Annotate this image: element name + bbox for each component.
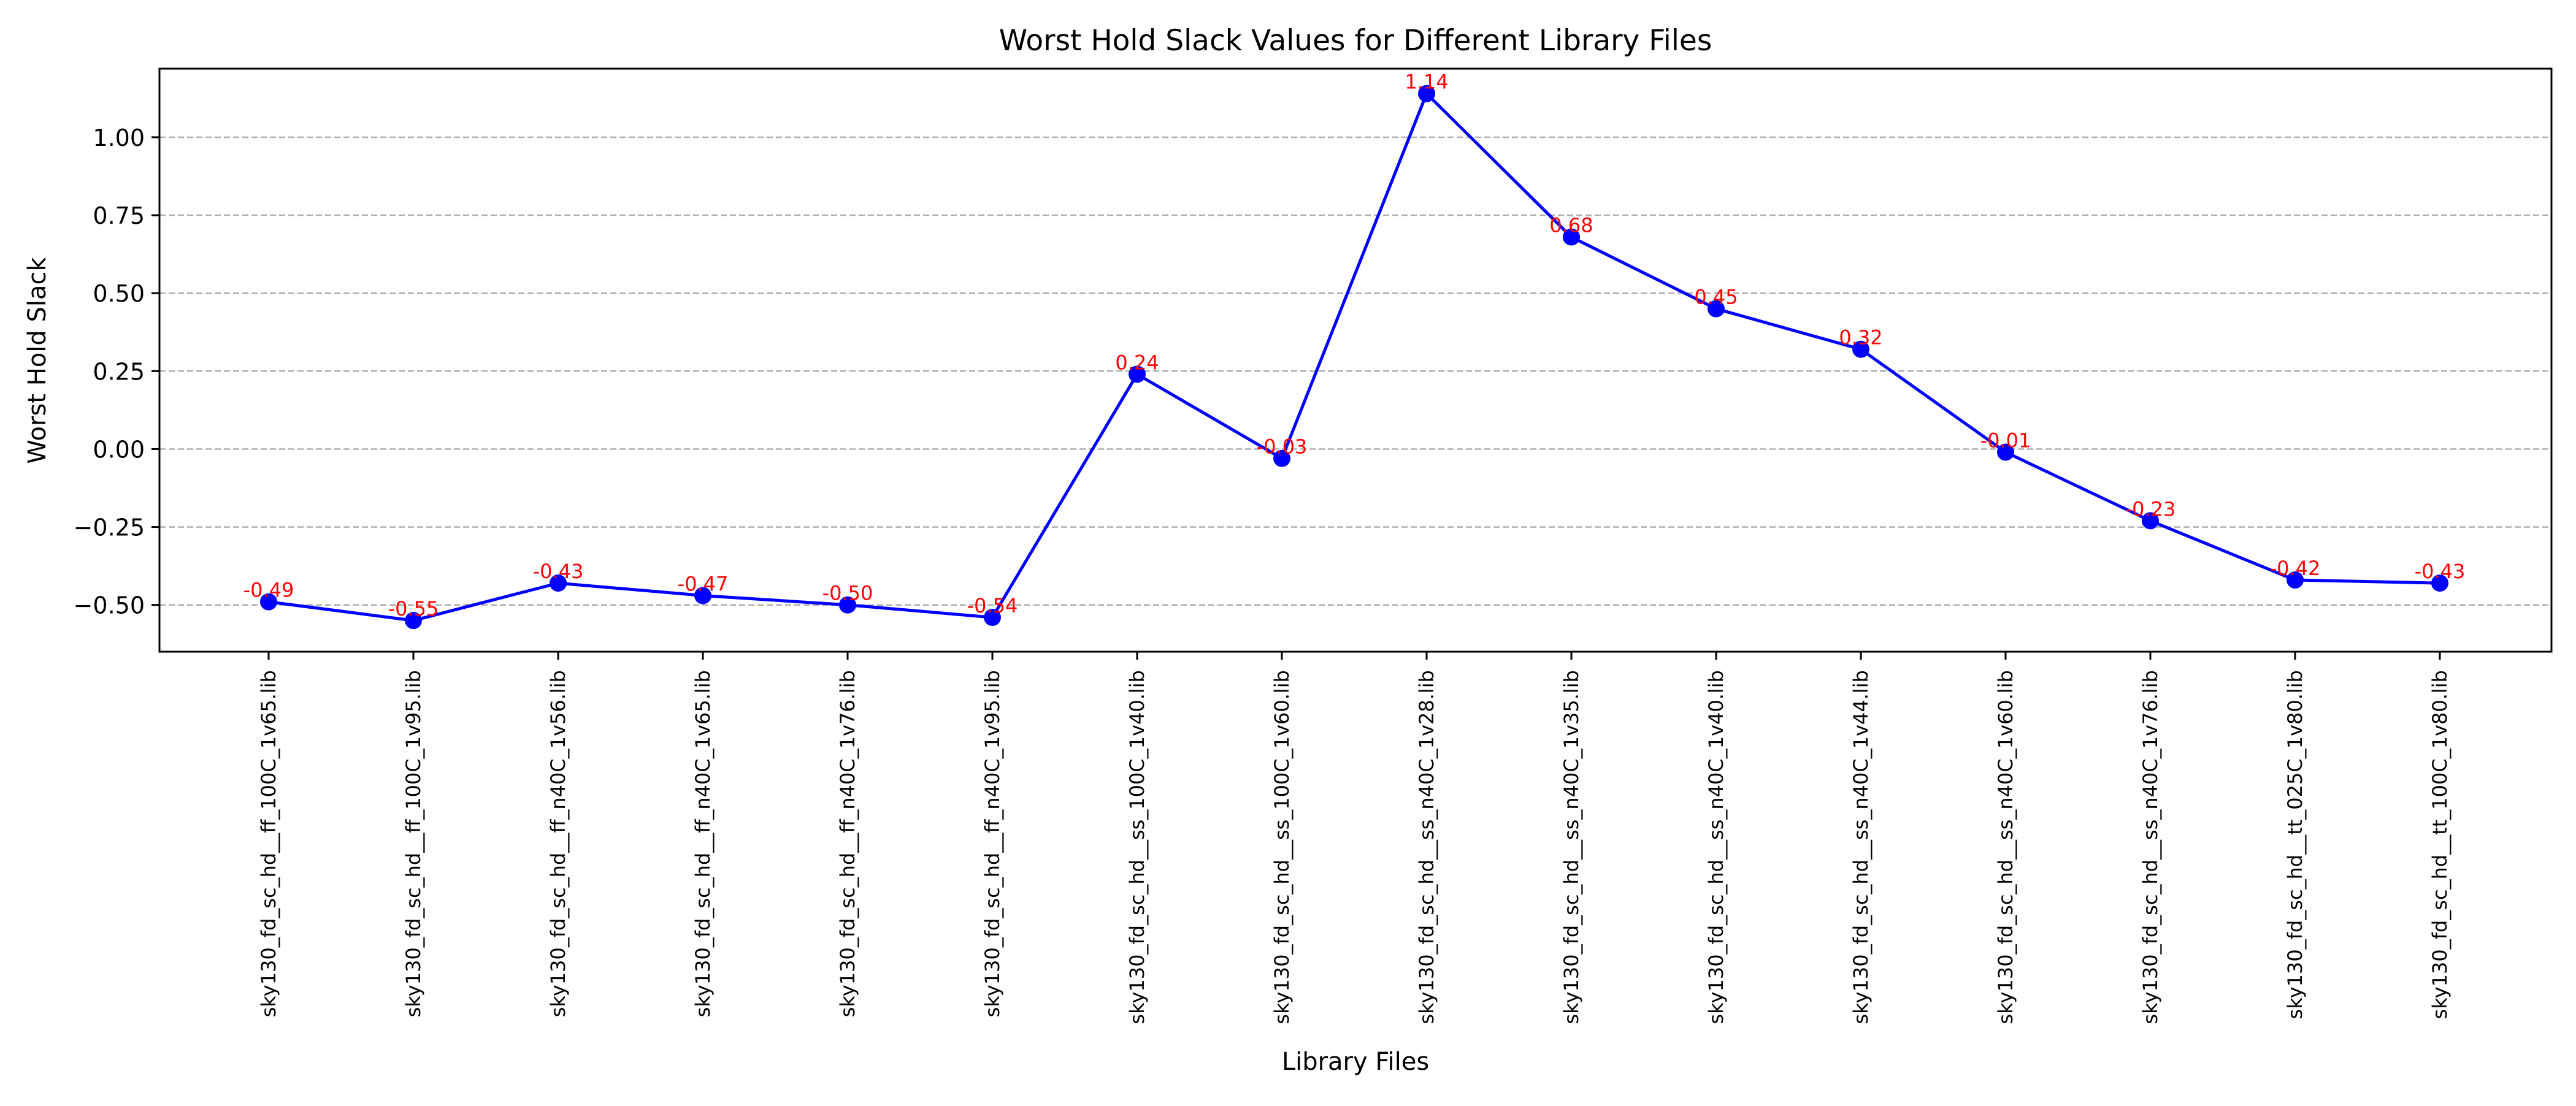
series-line [268,92,2440,622]
grid-lines [159,136,2551,606]
x-tick-label: sky130_fd_sc_hd__ff_100C_1v65.lib [257,670,280,1017]
y-tick-label: 1.00 [93,124,145,151]
data-label: -0.03 [1257,435,1308,459]
data-label: -0.47 [678,572,729,595]
x-tick-label: sky130_fd_sc_hd__ff_100C_1v95.lib [402,670,425,1017]
x-tick-label: sky130_fd_sc_hd__ss_100C_1v60.lib [1270,670,1294,1024]
data-point [1418,85,1435,102]
data-point [260,593,277,611]
y-tick-label: 0.50 [93,280,145,307]
x-tick-label: sky130_fd_sc_hd__ff_n40C_1v95.lib [981,670,1004,1017]
data-point [2431,574,2448,592]
x-axis: sky130_fd_sc_hd__ff_100C_1v65.lib sky130_… [257,652,2451,1024]
y-tick-label: 0.00 [93,436,145,463]
x-tick-label: sky130_fd_sc_hd__tt_100C_1v80.lib [2428,670,2451,1019]
y-axis-label: Worst Hold Slack [23,257,52,464]
chart-title: Worst Hold Slack Values for Different Li… [999,24,1712,58]
data-label: -0.42 [2270,557,2321,580]
x-tick-label: sky130_fd_sc_hd__ff_n40C_1v76.lib [836,670,859,1017]
x-tick-label: sky130_fd_sc_hd__ss_n40C_1v28.lib [1415,670,1438,1024]
data-label: 0.68 [1549,214,1593,237]
y-axis: −0.50 −0.25 0.00 0.25 0.50 0.75 1.00 [74,124,159,619]
data-label: -0.01 [1980,429,2031,452]
x-tick-label: sky130_fd_sc_hd__ss_n40C_1v35.lib [1560,670,1583,1024]
data-point [694,587,711,604]
data-label: 0.24 [1115,351,1159,374]
data-labels: -0.49 -0.55 -0.43 -0.47 -0.50 -0.54 0.24 -0.03 1… [243,71,2466,620]
data-point [1129,365,1146,383]
x-tick-label: sky130_fd_sc_hd__ff_n40C_1v56.lib [546,670,570,1017]
data-label: -0.49 [243,579,294,602]
x-tick-label: sky130_fd_sc_hd__ss_n40C_1v60.lib [1994,670,2017,1024]
x-tick-label: sky130_fd_sc_hd__ff_n40C_1v65.lib [691,670,715,1017]
data-label: 0.45 [1694,286,1738,309]
y-tick-label: −0.25 [74,514,145,541]
x-axis-label: Library Files [1282,1048,1429,1076]
data-label: 1.14 [1405,71,1448,94]
data-point [1563,228,1580,246]
data-label: 0.32 [1839,326,1882,349]
data-label: -0.54 [967,594,1018,617]
data-point [1708,300,1725,318]
data-point [2142,512,2159,530]
y-tick-label: 0.25 [93,358,145,385]
y-tick-label: −0.50 [74,592,145,619]
x-tick-label: sky130_fd_sc_hd__tt_025C_1v80.lib [2283,670,2307,1019]
data-label: -0.43 [533,560,584,583]
x-tick-label: sky130_fd_sc_hd__ss_100C_1v40.lib [1125,670,1149,1024]
series-line-group [260,85,2448,630]
y-tick-label: 0.75 [93,202,145,229]
data-point [1852,340,1869,358]
data-point [2287,571,2304,589]
data-point [550,574,567,592]
data-label: -0.50 [822,582,873,605]
data-point [839,596,856,614]
data-point [1273,449,1290,467]
data-point [405,612,422,630]
data-point [1997,443,2014,461]
data-label: -0.23 [2125,497,2176,521]
data-point [984,609,1001,627]
x-tick-label: sky130_fd_sc_hd__ss_n40C_1v40.lib [1704,670,1728,1024]
x-tick-label: sky130_fd_sc_hd__ss_n40C_1v76.lib [2139,670,2162,1024]
data-label: -0.55 [388,597,439,620]
x-tick-label: sky130_fd_sc_hd__ss_n40C_1v44.lib [1849,670,1873,1024]
plot-frame [158,67,2553,653]
data-label: -0.43 [2415,560,2466,583]
